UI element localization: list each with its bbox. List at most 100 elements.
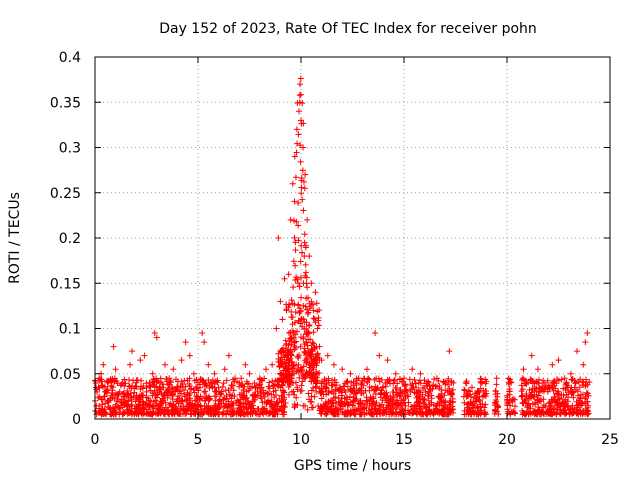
data-point bbox=[317, 407, 324, 414]
data-point bbox=[540, 396, 547, 403]
data-point bbox=[169, 391, 176, 398]
data-point bbox=[286, 359, 293, 366]
data-point bbox=[232, 375, 239, 382]
data-point bbox=[240, 386, 247, 393]
data-point bbox=[355, 408, 362, 415]
data-point bbox=[537, 385, 544, 392]
data-point bbox=[359, 400, 366, 407]
x-tick-label: 15 bbox=[395, 432, 413, 448]
data-point bbox=[577, 402, 584, 409]
data-point bbox=[300, 207, 307, 214]
data-point bbox=[157, 400, 164, 407]
data-point bbox=[310, 329, 317, 336]
data-point bbox=[314, 325, 321, 332]
data-point bbox=[189, 403, 196, 410]
data-point bbox=[213, 393, 220, 400]
data-point bbox=[353, 381, 360, 388]
data-point bbox=[279, 348, 286, 355]
data-point bbox=[296, 92, 303, 99]
data-point bbox=[295, 200, 302, 207]
data-point bbox=[511, 403, 518, 410]
data-point bbox=[295, 237, 302, 244]
data-point bbox=[190, 370, 197, 377]
data-point bbox=[304, 342, 311, 349]
data-point bbox=[584, 330, 591, 337]
data-point bbox=[376, 352, 383, 359]
data-point bbox=[299, 371, 306, 378]
data-point bbox=[461, 387, 468, 394]
data-point bbox=[146, 383, 153, 390]
data-point bbox=[165, 381, 172, 388]
data-point bbox=[287, 329, 294, 336]
data-point bbox=[102, 388, 109, 395]
data-point bbox=[570, 394, 577, 401]
data-point bbox=[519, 375, 526, 382]
data-point bbox=[291, 346, 298, 353]
data-point bbox=[426, 401, 433, 408]
data-point bbox=[159, 381, 166, 388]
data-point bbox=[314, 351, 321, 358]
data-point bbox=[313, 388, 320, 395]
data-point bbox=[290, 362, 297, 369]
data-point bbox=[536, 411, 543, 418]
data-point bbox=[272, 387, 279, 394]
data-point bbox=[194, 404, 201, 411]
data-point bbox=[145, 395, 152, 402]
data-point bbox=[450, 406, 457, 413]
data-point bbox=[165, 386, 172, 393]
x-tick-label: 0 bbox=[91, 432, 100, 448]
data-point bbox=[108, 379, 115, 386]
data-point bbox=[228, 395, 235, 402]
data-point bbox=[557, 406, 564, 413]
data-point bbox=[307, 398, 314, 405]
data-points bbox=[92, 75, 593, 418]
data-point bbox=[229, 408, 236, 415]
data-point bbox=[386, 411, 393, 418]
data-point bbox=[512, 410, 519, 417]
data-point bbox=[127, 361, 134, 368]
data-point bbox=[263, 410, 270, 417]
data-point bbox=[360, 389, 367, 396]
data-point bbox=[482, 391, 489, 398]
data-point bbox=[371, 376, 378, 383]
data-point bbox=[96, 375, 103, 382]
data-point bbox=[285, 362, 292, 369]
data-point bbox=[511, 396, 518, 403]
data-point bbox=[557, 410, 564, 417]
data-point bbox=[344, 394, 351, 401]
data-point bbox=[303, 356, 310, 363]
data-point bbox=[246, 401, 253, 408]
data-point bbox=[118, 381, 125, 388]
data-point bbox=[114, 380, 121, 387]
data-point bbox=[243, 395, 250, 402]
data-point bbox=[298, 367, 305, 374]
data-point bbox=[231, 393, 238, 400]
data-point bbox=[407, 388, 414, 395]
data-point bbox=[249, 410, 256, 417]
data-point bbox=[307, 353, 314, 360]
data-point bbox=[293, 328, 300, 335]
data-point bbox=[422, 388, 429, 395]
data-point bbox=[574, 404, 581, 411]
data-point bbox=[535, 407, 542, 414]
data-point bbox=[552, 385, 559, 392]
data-point bbox=[158, 400, 165, 407]
data-point bbox=[541, 379, 548, 386]
data-point bbox=[292, 379, 299, 386]
data-point bbox=[440, 378, 447, 385]
data-point bbox=[372, 391, 379, 398]
data-point bbox=[269, 411, 276, 418]
data-point bbox=[245, 381, 252, 388]
data-point bbox=[363, 366, 370, 373]
data-point bbox=[301, 319, 308, 326]
data-point bbox=[278, 399, 285, 406]
data-point bbox=[300, 402, 307, 409]
data-point bbox=[298, 242, 305, 249]
data-point bbox=[268, 391, 275, 398]
data-point bbox=[298, 294, 305, 301]
data-point bbox=[225, 401, 232, 408]
data-point bbox=[428, 395, 435, 402]
x-axis: 0 5 10 15 20 25 bbox=[91, 57, 619, 448]
data-point bbox=[301, 239, 308, 246]
data-point bbox=[105, 399, 112, 406]
